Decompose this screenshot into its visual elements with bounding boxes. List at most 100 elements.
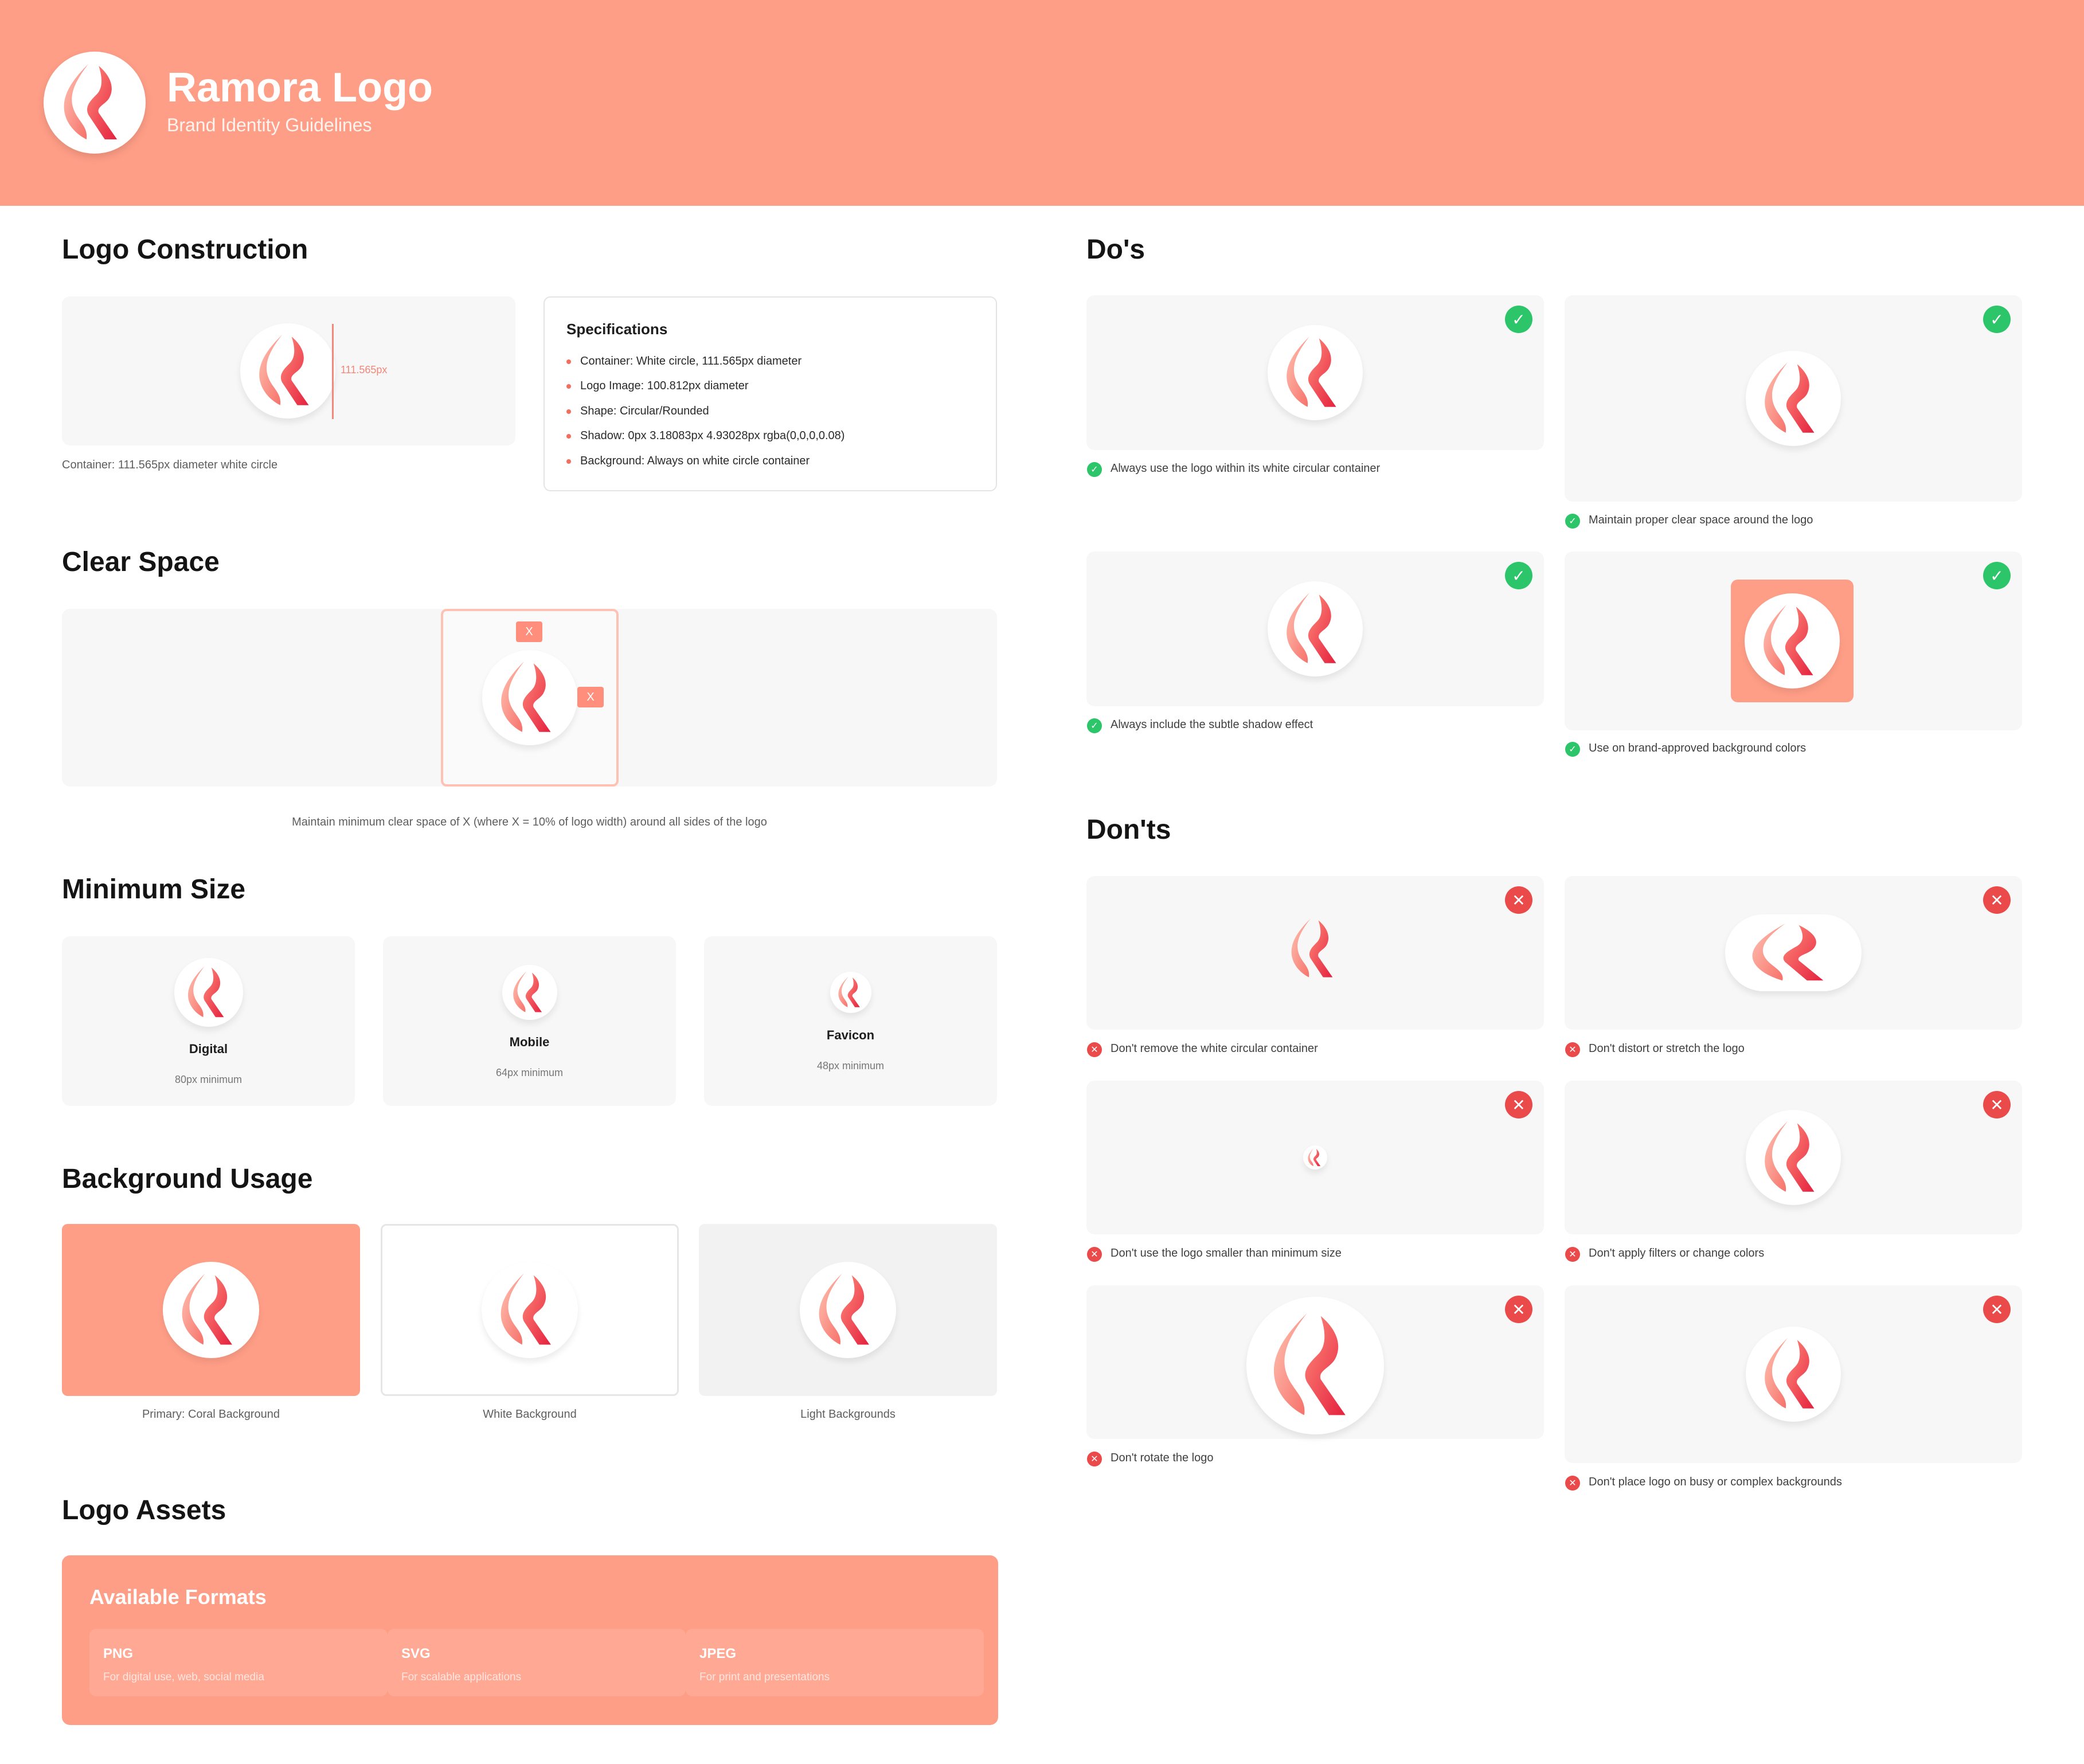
section-title-dos: Do's xyxy=(1086,234,1145,265)
ramora-logo-icon xyxy=(44,52,146,154)
spec-item: Container: White circle, 111.565px diame… xyxy=(566,355,801,368)
logo-container xyxy=(1745,593,1840,689)
specifications-title: Specifications xyxy=(566,320,668,338)
dont-card: ✕ xyxy=(1086,1285,1544,1439)
format-name: PNG xyxy=(103,1646,134,1661)
do-text: Always use the logo within its white cir… xyxy=(1111,462,1381,475)
format-card-jpeg[interactable]: JPEG For print and presentations xyxy=(686,1629,984,1696)
section-title-clear-space: Clear Space xyxy=(62,547,220,577)
bg-card-white xyxy=(381,1224,679,1396)
logo-container xyxy=(482,1262,578,1358)
bg-caption: Primary: Coral Background xyxy=(142,1408,280,1421)
ramora-logo-icon xyxy=(1246,1297,1384,1434)
bg-caption: White Background xyxy=(483,1408,577,1421)
min-size-name: Digital xyxy=(189,1042,228,1056)
section-title-minimum-size: Minimum Size xyxy=(62,874,246,905)
ramora-logo-icon xyxy=(800,1262,896,1358)
ramora-logo-icon xyxy=(482,1262,578,1358)
min-size-card-digital: Digital 80px minimum xyxy=(62,936,355,1106)
logo-container xyxy=(482,650,577,745)
dont-text: Don't rotate the logo xyxy=(1111,1452,1214,1464)
logo-container xyxy=(1746,351,1841,446)
ramora-logo-icon xyxy=(1303,1145,1327,1170)
do-text: Maintain proper clear space around the l… xyxy=(1589,514,1813,526)
spec-item: Background: Always on white circle conta… xyxy=(566,455,810,468)
page-title: Ramora Logo xyxy=(167,65,433,111)
spec-item: Shape: Circular/Rounded xyxy=(566,405,709,418)
ramora-logo-icon xyxy=(1268,325,1363,420)
check-icon: ✓ xyxy=(1983,306,2011,333)
specifications-panel: Specifications Container: White circle, … xyxy=(544,296,997,491)
do-card: ✓ xyxy=(1086,295,1544,450)
construction-caption: Container: 111.565px diameter white circ… xyxy=(62,459,278,471)
logo-container xyxy=(174,958,243,1027)
format-name: SVG xyxy=(401,1646,431,1661)
ramora-logo-icon xyxy=(830,972,871,1013)
min-size-desc: 48px minimum xyxy=(816,1060,885,1071)
do-text: Always include the subtle shadow effect xyxy=(1111,718,1313,731)
bg-card-coral xyxy=(62,1224,360,1396)
format-desc: For scalable applications xyxy=(401,1671,522,1683)
construction-card: 111.565px xyxy=(62,296,515,445)
check-icon: ✓ xyxy=(1505,306,1532,333)
dont-text: Don't apply filters or change colors xyxy=(1589,1247,1765,1260)
dont-text: Don't use the logo smaller than minimum … xyxy=(1111,1247,1342,1260)
logo-container xyxy=(1268,325,1363,420)
clear-space-marker-right: X xyxy=(577,687,604,707)
close-icon: ✕ xyxy=(1505,1296,1532,1323)
ramora-logo-icon xyxy=(1745,593,1840,689)
do-text: Use on brand-approved background colors xyxy=(1589,742,1807,754)
assets-panel-title: Available Formats xyxy=(89,1585,267,1609)
format-card-png[interactable]: PNG For digital use, web, social media xyxy=(89,1629,388,1696)
check-icon: ✓ xyxy=(1505,562,1532,589)
dont-card: ✕ xyxy=(1086,876,1544,1030)
ramora-logo-icon xyxy=(1276,909,1355,988)
min-size-desc: 80px minimum xyxy=(174,1074,243,1085)
ramora-logo-icon xyxy=(1746,1327,1841,1422)
dont-card: ✕ xyxy=(1565,1081,2022,1234)
min-size-name: Mobile xyxy=(509,1035,550,1049)
ramora-logo-icon xyxy=(174,958,243,1027)
close-icon: ✕ xyxy=(1983,886,2011,914)
dimension-label: 111.565px xyxy=(341,364,388,376)
check-icon: ✓ xyxy=(1565,514,1580,529)
logo-container xyxy=(1303,1145,1327,1170)
min-size-card-favicon: Favicon 48px minimum xyxy=(704,936,997,1106)
logo-container xyxy=(1746,1110,1841,1205)
clear-space-caption: Maintain minimum clear space of X (where… xyxy=(292,816,767,828)
format-desc: For digital use, web, social media xyxy=(103,1671,264,1683)
ramora-logo-icon xyxy=(240,323,335,418)
page-subtitle: Brand Identity Guidelines xyxy=(167,115,372,135)
check-icon: ✓ xyxy=(1565,742,1580,757)
min-size-desc: 64px minimum xyxy=(495,1067,564,1078)
dont-text: Don't place logo on busy or complex back… xyxy=(1589,1476,1842,1488)
close-icon: ✕ xyxy=(1505,1091,1532,1118)
close-icon: ✕ xyxy=(1983,1296,2011,1323)
logo-container xyxy=(1746,1327,1841,1422)
section-title-background-usage: Background Usage xyxy=(62,1164,313,1194)
header: Ramora Logo Brand Identity Guidelines xyxy=(0,0,2084,206)
check-icon: ✓ xyxy=(1983,562,2011,589)
dont-text: Don't distort or stretch the logo xyxy=(1589,1042,1745,1055)
section-title-construction: Logo Construction xyxy=(62,234,308,265)
logo-container xyxy=(830,972,871,1013)
close-icon: ✕ xyxy=(1087,1042,1102,1057)
format-name: JPEG xyxy=(699,1646,737,1661)
logo-container xyxy=(1246,1297,1384,1434)
clear-space-card: X X xyxy=(62,609,997,787)
ramora-logo-icon xyxy=(482,650,577,745)
check-icon: ✓ xyxy=(1087,462,1102,477)
min-size-name: Favicon xyxy=(826,1028,875,1042)
do-card: ✓ xyxy=(1565,552,2022,730)
logo-container xyxy=(800,1262,896,1358)
format-card-svg[interactable]: SVG For scalable applications xyxy=(388,1629,686,1696)
bg-caption: Light Backgrounds xyxy=(800,1408,896,1421)
format-desc: For print and presentations xyxy=(699,1671,830,1683)
section-title-logo-assets: Logo Assets xyxy=(62,1495,226,1526)
do-card: ✓ xyxy=(1565,295,2022,502)
ramora-logo-icon xyxy=(1746,351,1841,446)
ramora-logo-icon xyxy=(1268,581,1363,676)
logo-container xyxy=(1268,581,1363,676)
logo-container xyxy=(502,965,557,1020)
logo-container-stretched xyxy=(1725,914,1862,991)
